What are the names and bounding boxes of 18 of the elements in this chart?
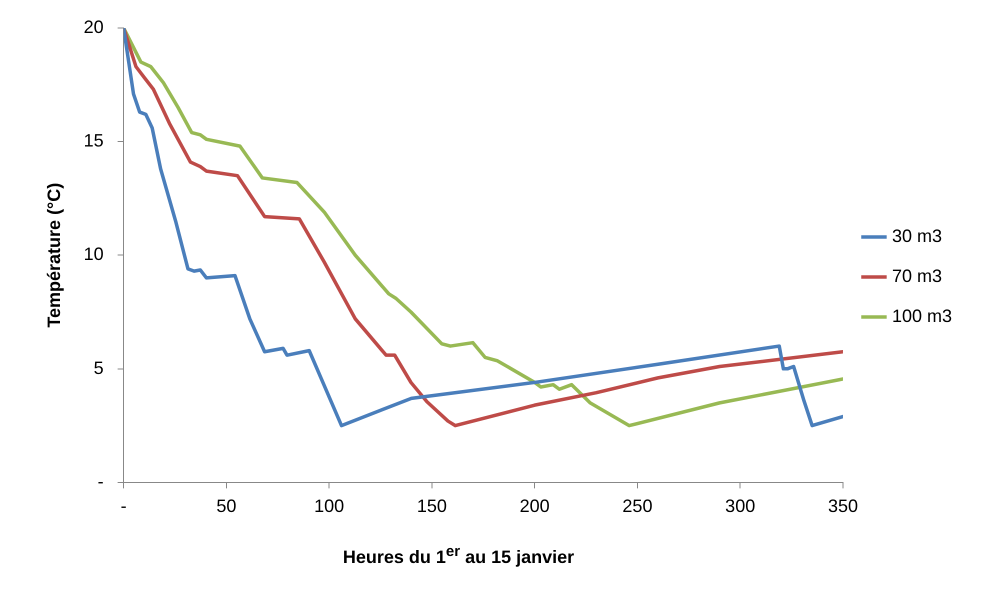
x-tick-label: 100 [314,496,344,516]
x-tick-label: 300 [725,496,756,516]
y-tick-label: - [98,471,104,492]
y-tick-label: 10 [84,244,104,264]
x-tick-label: 50 [216,496,236,516]
x-tick-label: 200 [520,496,550,516]
legend-label: 30 m3 [892,226,942,246]
x-axis-title: Heures du 1$^{er}$ au 15 janvier [342,543,576,568]
y-tick-label: 5 [94,358,104,378]
x-tick-label: 250 [622,496,652,516]
x-tick-label: 350 [828,496,858,516]
legend-label: 100 m3 [892,306,952,326]
x-tick-label: 150 [416,496,447,516]
y-tick-label: 15 [84,130,104,151]
legend-label: 70 m3 [892,266,942,286]
y-axis-title: Température (°C) [44,182,64,328]
x-tick-label: - [120,496,127,516]
y-tick-label: 20 [84,16,104,37]
